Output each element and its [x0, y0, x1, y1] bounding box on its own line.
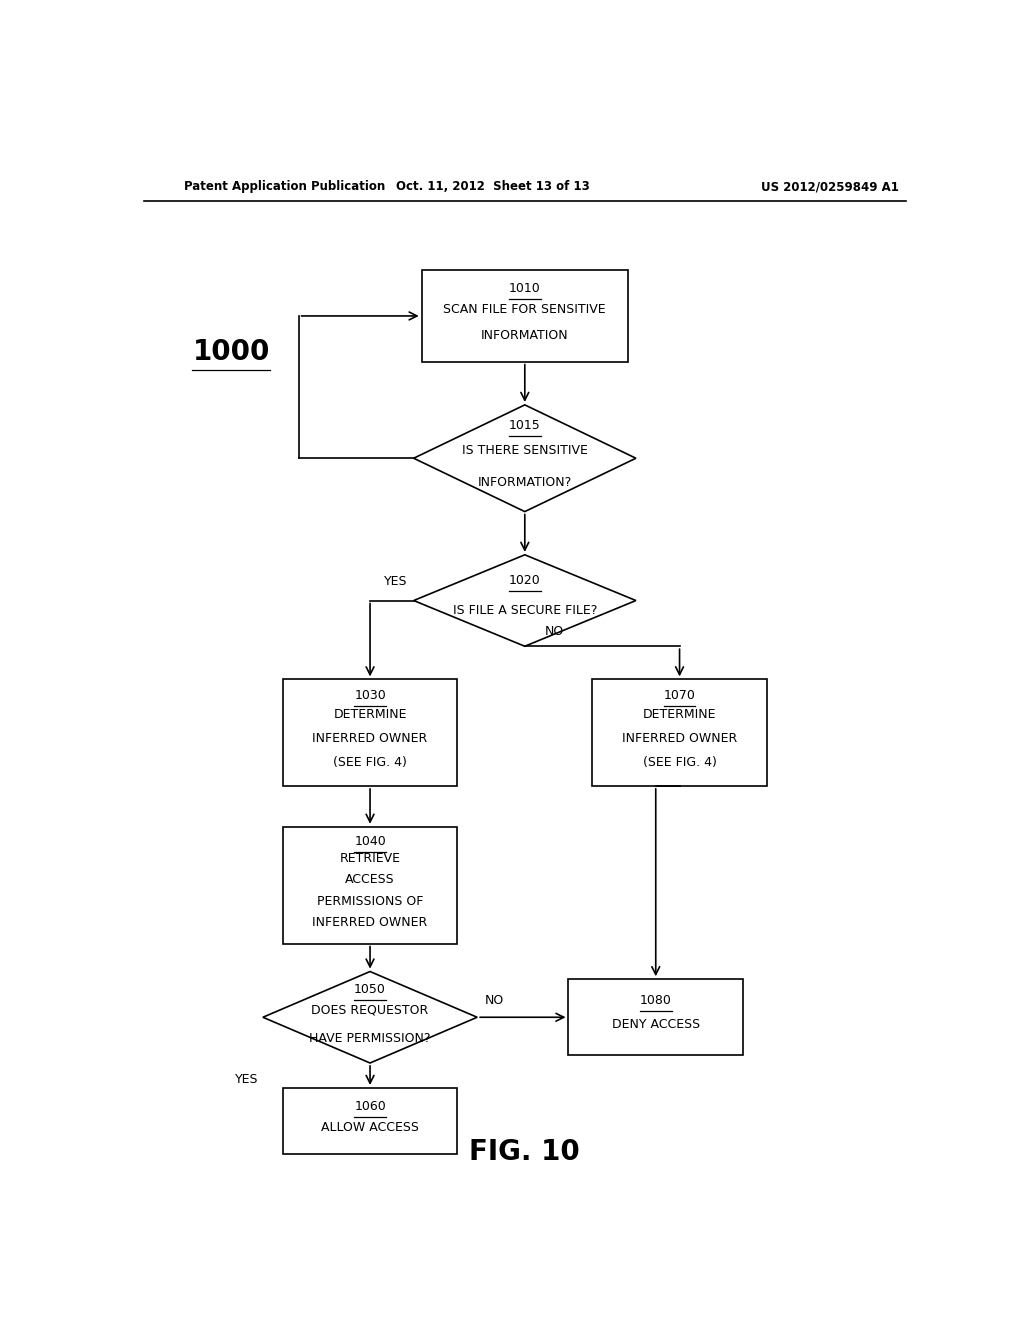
Bar — [568, 979, 743, 1056]
Text: 1050: 1050 — [354, 983, 386, 997]
Text: 1020: 1020 — [509, 574, 541, 587]
Text: ALLOW ACCESS: ALLOW ACCESS — [322, 1121, 419, 1134]
Text: DETERMINE: DETERMINE — [643, 709, 717, 721]
Text: 1040: 1040 — [354, 836, 386, 847]
Text: DETERMINE: DETERMINE — [333, 709, 407, 721]
Polygon shape — [414, 405, 636, 512]
Text: NO: NO — [485, 994, 505, 1007]
Text: 1070: 1070 — [664, 689, 695, 702]
Text: INFERRED OWNER: INFERRED OWNER — [312, 733, 428, 744]
Text: ACCESS: ACCESS — [345, 874, 395, 886]
Text: US 2012/0259849 A1: US 2012/0259849 A1 — [762, 181, 899, 193]
Text: Patent Application Publication: Patent Application Publication — [183, 181, 385, 193]
Text: INFORMATION: INFORMATION — [481, 329, 568, 342]
Text: HAVE PERMISSION?: HAVE PERMISSION? — [309, 1031, 431, 1044]
Text: Oct. 11, 2012  Sheet 13 of 13: Oct. 11, 2012 Sheet 13 of 13 — [396, 181, 590, 193]
Text: 1015: 1015 — [509, 420, 541, 433]
Text: SCAN FILE FOR SENSITIVE: SCAN FILE FOR SENSITIVE — [443, 302, 606, 315]
Text: (SEE FIG. 4): (SEE FIG. 4) — [333, 756, 407, 768]
Bar — [283, 1088, 458, 1154]
Text: YES: YES — [384, 576, 408, 589]
Text: DENY ACCESS: DENY ACCESS — [611, 1019, 699, 1031]
Bar — [422, 271, 628, 362]
Text: (SEE FIG. 4): (SEE FIG. 4) — [643, 756, 717, 768]
Bar — [283, 826, 458, 944]
Bar — [592, 680, 767, 785]
Text: NO: NO — [545, 626, 564, 638]
Text: INFERRED OWNER: INFERRED OWNER — [622, 733, 737, 744]
Bar — [283, 680, 458, 785]
Text: IS THERE SENSITIVE: IS THERE SENSITIVE — [462, 444, 588, 457]
Text: YES: YES — [236, 1073, 259, 1086]
Text: 1010: 1010 — [509, 282, 541, 294]
Text: RETRIEVE: RETRIEVE — [340, 853, 400, 865]
Text: 1060: 1060 — [354, 1100, 386, 1113]
Polygon shape — [414, 554, 636, 647]
Text: 1030: 1030 — [354, 689, 386, 702]
Text: 1000: 1000 — [193, 338, 270, 366]
Text: 1080: 1080 — [640, 994, 672, 1007]
Text: IS FILE A SECURE FILE?: IS FILE A SECURE FILE? — [453, 605, 597, 616]
Text: DOES REQUESTOR: DOES REQUESTOR — [311, 1003, 429, 1016]
Text: FIG. 10: FIG. 10 — [469, 1138, 581, 1167]
Text: INFORMATION?: INFORMATION? — [477, 477, 572, 488]
Text: INFERRED OWNER: INFERRED OWNER — [312, 916, 428, 929]
Polygon shape — [263, 972, 477, 1063]
Text: PERMISSIONS OF: PERMISSIONS OF — [316, 895, 423, 908]
